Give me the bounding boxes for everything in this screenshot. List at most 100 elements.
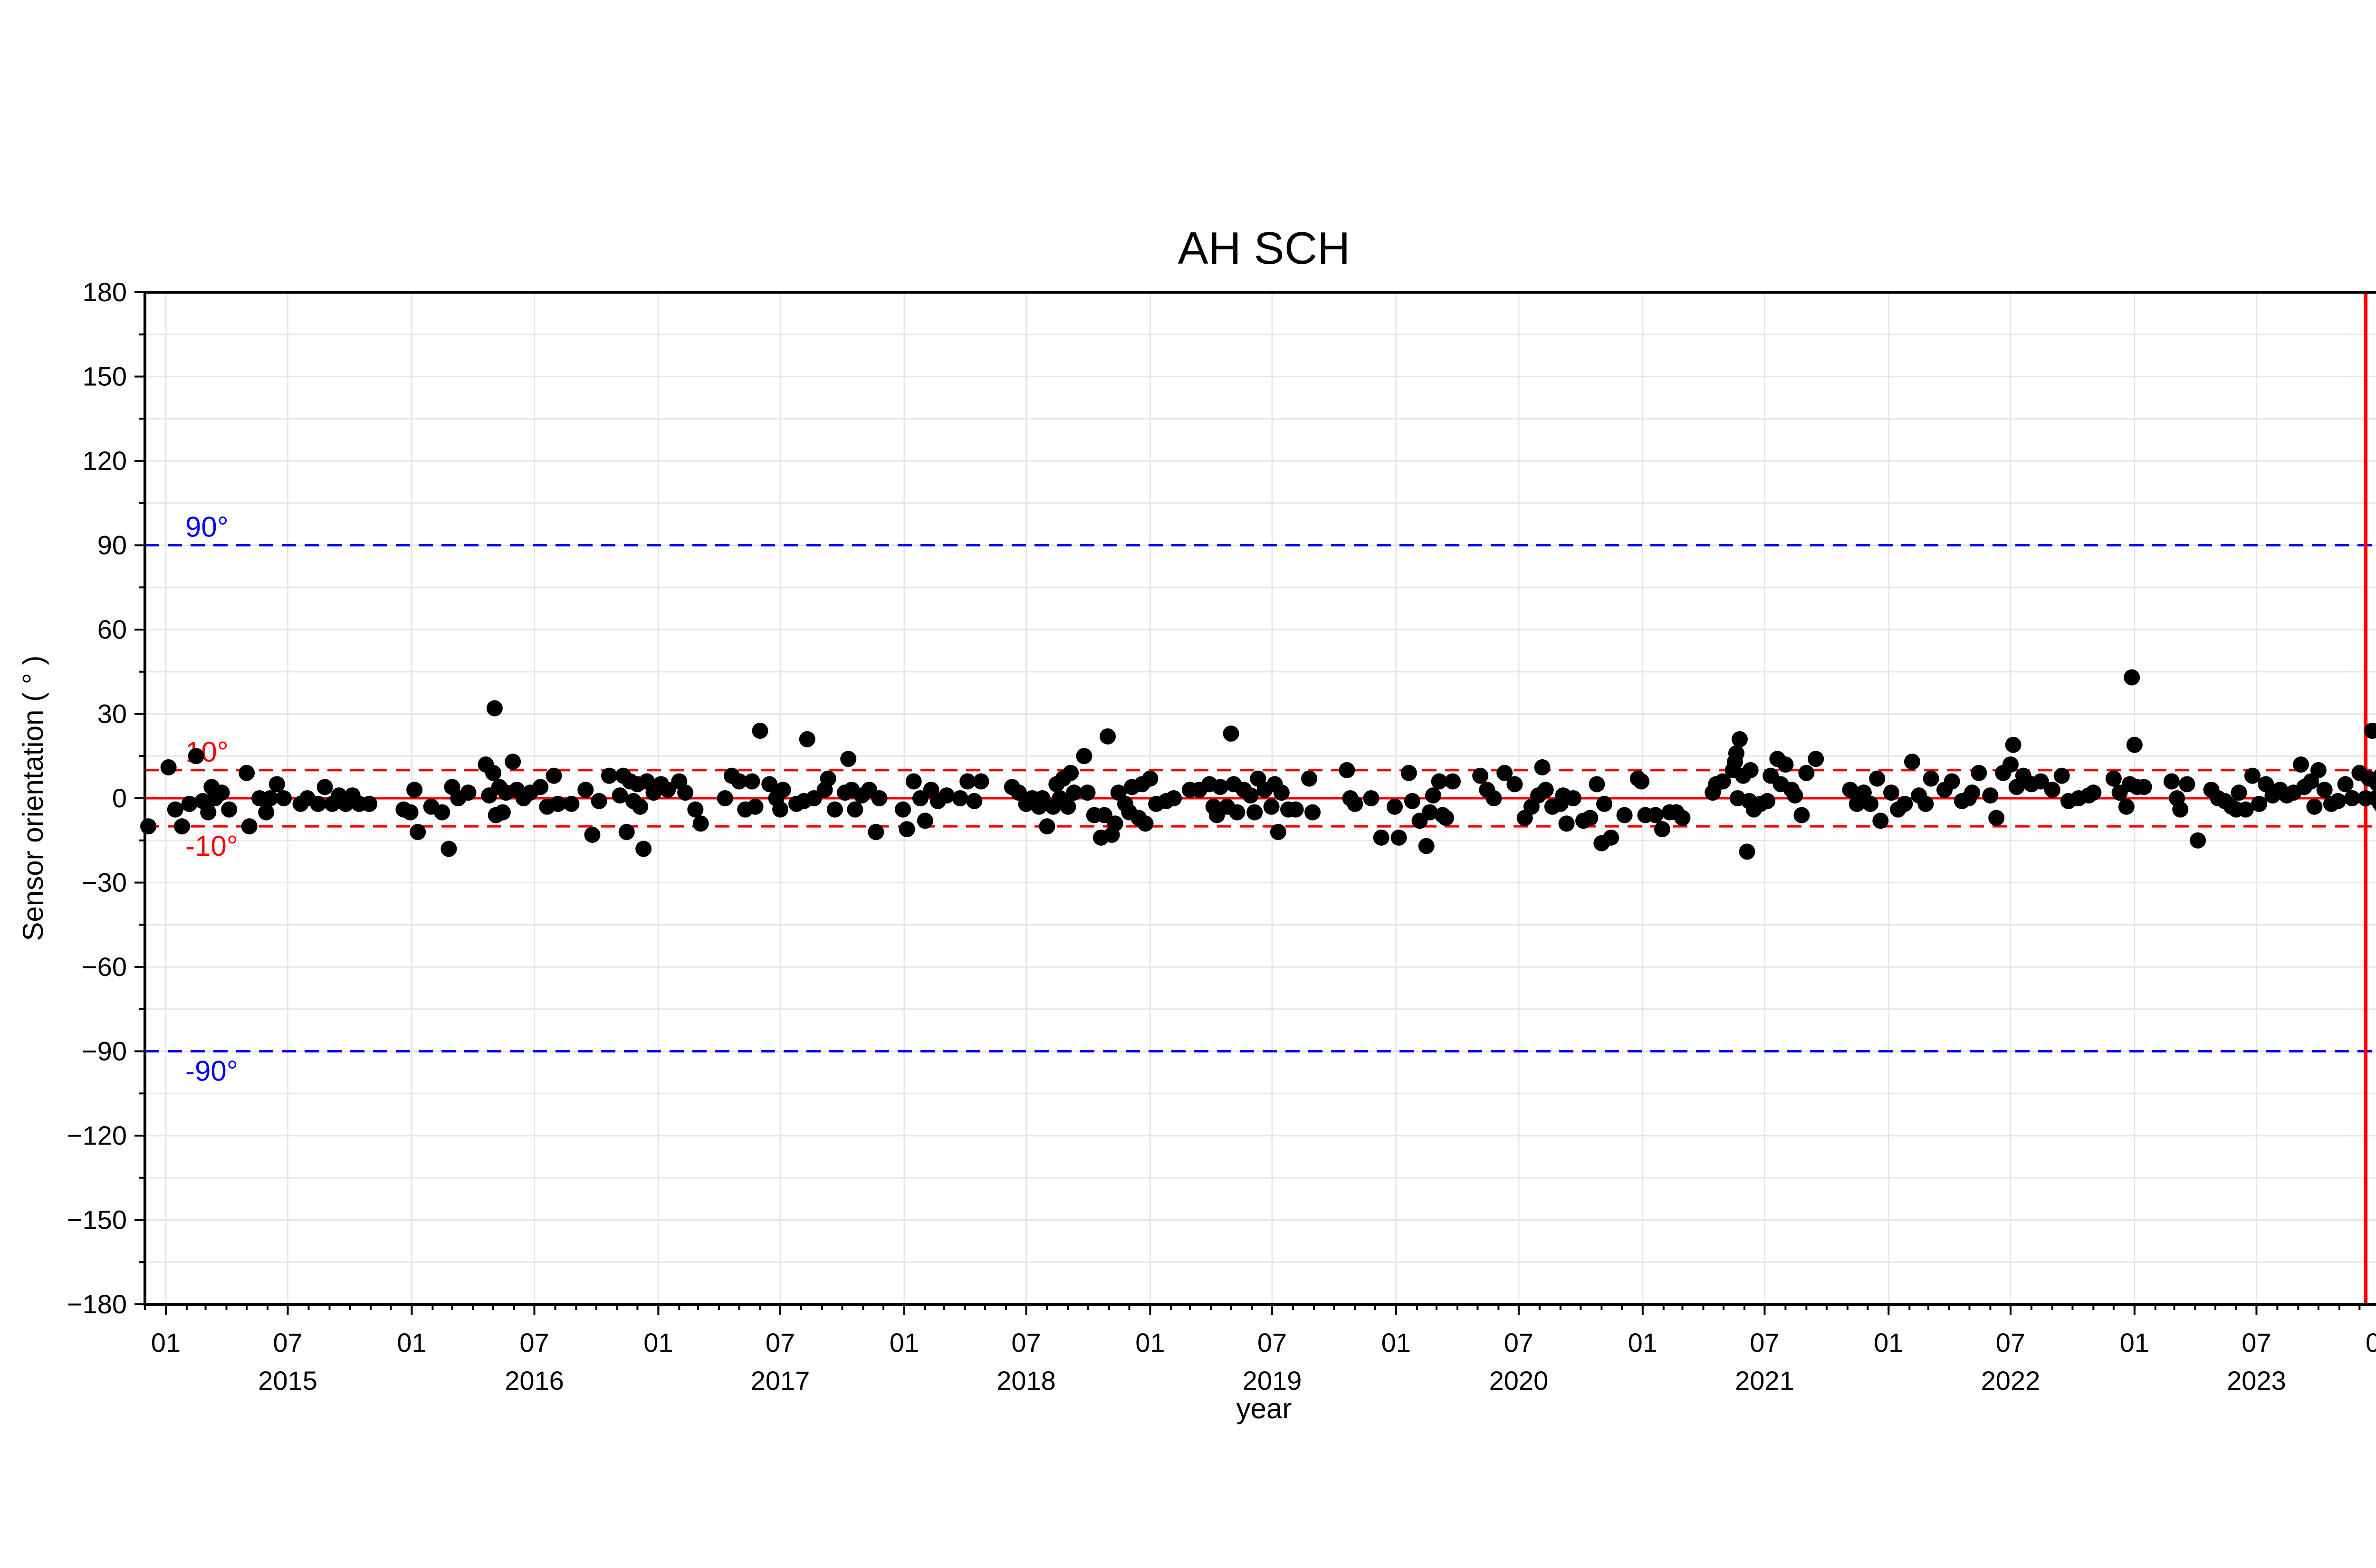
data-point [485, 765, 502, 781]
data-point [2364, 723, 2376, 739]
data-point [1674, 810, 1691, 826]
data-point [1229, 804, 1245, 821]
data-point [1063, 765, 1079, 781]
data-point [505, 754, 521, 770]
data-point [1582, 810, 1599, 826]
data-point [140, 818, 157, 835]
data-point [591, 793, 607, 809]
x-tick-label-year: 2017 [751, 1366, 810, 1396]
data-point [241, 818, 258, 835]
data-point [1534, 759, 1551, 775]
data-point [1079, 784, 1096, 801]
data-point [2118, 798, 2135, 815]
data-point [200, 804, 217, 821]
data-point [2374, 802, 2376, 812]
data-point [1270, 824, 1286, 840]
x-tick-label-year: 2015 [258, 1366, 317, 1396]
data-point [1273, 784, 1290, 801]
data-point [772, 801, 789, 818]
x-tick-label-month: 01 [1381, 1328, 1411, 1358]
data-point [917, 813, 933, 829]
data-point [2126, 736, 2143, 753]
data-point [1964, 784, 1981, 801]
data-point [1304, 804, 1321, 821]
data-point [2085, 784, 2102, 801]
data-point [2124, 669, 2140, 686]
data-point [959, 773, 976, 790]
data-point [2373, 769, 2376, 782]
data-point [966, 793, 983, 809]
data-point [618, 824, 635, 840]
data-point [577, 782, 594, 798]
data-point [1039, 818, 1055, 835]
data-point [939, 787, 955, 804]
x-tick-label-year: 2023 [2227, 1366, 2286, 1396]
y-axis-label: Sensor orientation ( ° ) [17, 656, 49, 941]
x-tick-label-month: 01 [1874, 1328, 1903, 1358]
data-point [2105, 770, 2122, 787]
data-point [632, 798, 649, 815]
data-point [584, 826, 601, 843]
data-point [744, 773, 760, 790]
x-tick-label-month: 07 [1011, 1328, 1041, 1358]
data-point [1301, 770, 1317, 787]
data-point [2310, 762, 2327, 778]
data-point [635, 841, 652, 857]
data-point [406, 782, 423, 798]
y-tick-label: −180 [67, 1289, 127, 1319]
y-tick-label: 150 [83, 362, 127, 392]
data-point [1246, 804, 1263, 821]
x-tick-label-month: 07 [2242, 1328, 2271, 1358]
data-point [799, 731, 815, 747]
data-point [173, 818, 190, 835]
tick-labels: 180 150 120 90 60 30 0 −30 −60 −90 −120 −150 −180 01 0… [67, 277, 2376, 1396]
y-tick-label: −30 [82, 868, 127, 898]
x-tick-label-year: 2021 [1735, 1366, 1794, 1396]
data-point [563, 795, 580, 812]
data-point [361, 795, 378, 812]
data-point [2190, 832, 2206, 849]
data-point [1872, 813, 1889, 829]
chart-title: AH SCH [1178, 223, 1351, 274]
data-point [1589, 776, 1605, 793]
data-point [2172, 801, 2189, 818]
data-point [1739, 843, 1755, 860]
data-point [410, 824, 426, 840]
x-tick-label-month: 01 [2120, 1328, 2149, 1358]
data-point [2179, 776, 2195, 793]
data-point [677, 784, 694, 801]
data-point [1263, 798, 1280, 815]
data-point [316, 779, 333, 795]
y-tick-label: 30 [97, 699, 127, 729]
data-point [1100, 728, 1116, 745]
data-point [441, 841, 457, 857]
data-point [2344, 790, 2360, 806]
x-tick-label-month: 07 [1996, 1328, 2025, 1358]
data-point [167, 801, 183, 818]
data-point [2136, 779, 2152, 795]
data-point [1988, 810, 2005, 826]
data-point [213, 784, 230, 801]
data-point [1506, 776, 1523, 793]
data-point [221, 801, 238, 818]
data-point [532, 779, 549, 795]
data-point [2330, 793, 2347, 809]
data-point [310, 795, 326, 812]
data-point [1603, 829, 1619, 846]
x-tick-label-month: 07 [1257, 1328, 1287, 1358]
y-tick-label: 120 [83, 446, 127, 476]
data-point [2251, 795, 2268, 812]
data-point [1787, 787, 1803, 804]
data-point [1060, 798, 1076, 815]
data-point [1904, 754, 1920, 770]
data-point [434, 804, 450, 821]
data-point [258, 804, 275, 821]
data-point [1242, 787, 1259, 804]
data-point [747, 798, 764, 815]
data-point [1808, 751, 1824, 767]
data-point [1404, 793, 1420, 809]
x-tick-label-year: 2020 [1489, 1366, 1549, 1396]
data-point [1793, 807, 1810, 823]
data-point [761, 776, 778, 793]
